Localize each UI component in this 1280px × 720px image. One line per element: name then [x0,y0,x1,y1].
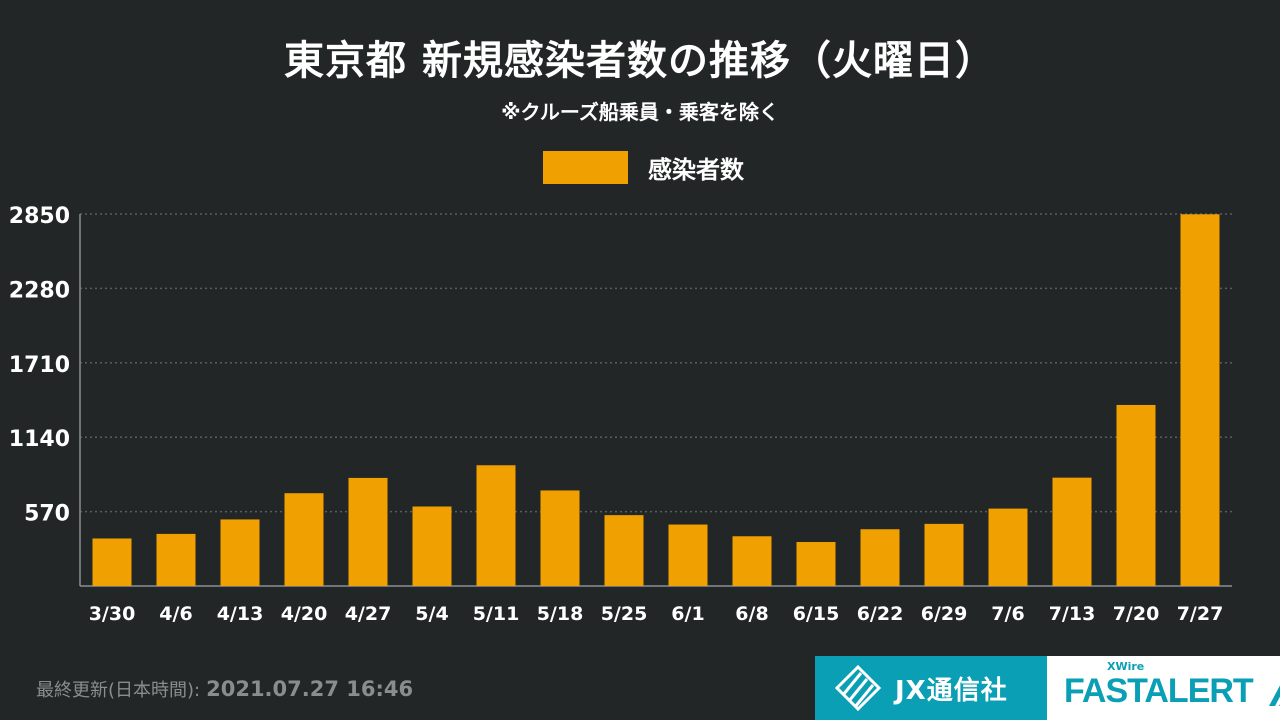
bar [1052,477,1092,586]
bar [284,493,324,586]
y-tick-label: 570 [24,502,70,527]
fastalert-mark-icon [1269,685,1280,706]
bar [412,506,452,586]
x-tick-label: 4/20 [281,603,328,625]
y-tick-label: 1140 [9,427,70,452]
bar [668,524,708,586]
jx-mark-icon [835,665,881,711]
bar [220,519,260,586]
x-tick-label: 3/30 [89,603,136,625]
bar [988,508,1028,586]
x-tick-label: 7/6 [991,603,1024,625]
x-tick-label: 4/13 [217,603,264,625]
x-tick-label: 7/13 [1049,603,1096,625]
bar [540,490,580,586]
chart-subtitle: ※クルーズ船乗員・乗客を除く [501,100,779,124]
y-tick-label: 2850 [9,204,70,229]
fastalert-logo: XWire FASTALERT [1047,656,1280,720]
bar [732,536,772,586]
bar [924,523,964,586]
jx-logo: JX通信社 [815,656,1047,720]
bar [156,533,196,586]
last-updated-label: 最終更新(日本時間): [36,680,201,701]
legend-label: 感染者数 [648,155,744,184]
bar [348,477,388,586]
jx-logo-text: JX通信社 [895,675,1008,706]
x-tick-label: 6/22 [857,603,904,625]
x-tick-label: 6/8 [735,603,768,625]
last-updated-value: 2021.07.27 16:46 [206,677,414,701]
xwire-text: XWire [1107,660,1145,673]
x-tick-label: 6/1 [671,603,704,625]
x-tick-label: 7/20 [1113,603,1160,625]
x-tick-label: 4/27 [345,603,392,625]
x-tick-label: 4/6 [159,603,192,625]
legend: 感染者数 [543,150,744,184]
bar [796,542,836,586]
y-tick-label: 1710 [9,353,70,378]
x-tick-label: 5/4 [415,603,448,625]
x-tick-label: 5/18 [537,603,584,625]
x-tick-label: 5/25 [601,603,648,625]
last-updated: 最終更新(日本時間): 2021.07.27 16:46 [36,676,413,702]
y-tick-label: 2280 [9,278,70,303]
x-tick-label: 6/29 [921,603,968,625]
bar [860,529,900,586]
bar [1180,214,1220,586]
bar [476,465,516,586]
x-tick-label: 7/27 [1177,603,1224,625]
fastalert-text: FASTALERT [1064,672,1254,710]
bar-chart: 570 1140 1710 2280 2850 3/30 4/6 4/13 4/20 4/27 5/… [9,204,1232,625]
bar [92,538,132,586]
x-tick-label: 5/11 [473,603,520,625]
chart-title: 東京都 新規感染者数の推移（火曜日） [284,38,996,84]
x-tick-label: 6/15 [793,603,840,625]
legend-swatch [543,150,628,184]
bar [604,515,644,586]
bar [1116,404,1156,586]
